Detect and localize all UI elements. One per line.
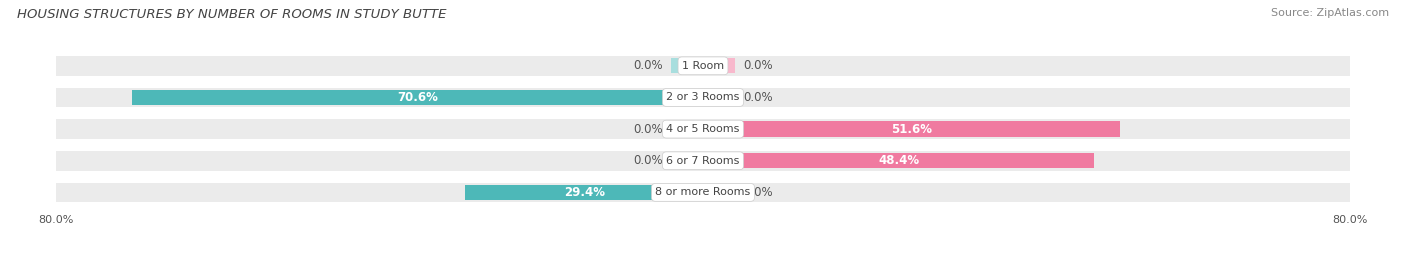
- Text: 0.0%: 0.0%: [633, 59, 662, 72]
- Text: 0.0%: 0.0%: [744, 186, 773, 199]
- Text: 1 Room: 1 Room: [682, 61, 724, 71]
- Bar: [703, 185, 735, 200]
- Text: 0.0%: 0.0%: [633, 123, 662, 136]
- Bar: [671, 58, 703, 73]
- Text: 2 or 3 Rooms: 2 or 3 Rooms: [666, 93, 740, 102]
- Bar: [56, 151, 1350, 171]
- Bar: [703, 153, 1094, 168]
- Bar: [703, 90, 735, 105]
- Bar: [56, 88, 1350, 107]
- Text: 6 or 7 Rooms: 6 or 7 Rooms: [666, 156, 740, 166]
- Bar: [56, 183, 1350, 202]
- Bar: [671, 122, 703, 137]
- Text: 29.4%: 29.4%: [564, 186, 605, 199]
- Bar: [132, 90, 703, 105]
- Text: 0.0%: 0.0%: [633, 154, 662, 167]
- Text: 70.6%: 70.6%: [396, 91, 439, 104]
- Bar: [671, 153, 703, 168]
- Text: 48.4%: 48.4%: [879, 154, 920, 167]
- Text: 0.0%: 0.0%: [744, 91, 773, 104]
- Bar: [56, 119, 1350, 139]
- Bar: [465, 185, 703, 200]
- Bar: [56, 56, 1350, 76]
- Legend: Owner-occupied, Renter-occupied: Owner-occupied, Renter-occupied: [574, 266, 832, 269]
- Text: 8 or more Rooms: 8 or more Rooms: [655, 187, 751, 197]
- Bar: [703, 58, 735, 73]
- Text: Source: ZipAtlas.com: Source: ZipAtlas.com: [1271, 8, 1389, 18]
- Text: HOUSING STRUCTURES BY NUMBER OF ROOMS IN STUDY BUTTE: HOUSING STRUCTURES BY NUMBER OF ROOMS IN…: [17, 8, 446, 21]
- Text: 51.6%: 51.6%: [891, 123, 932, 136]
- Bar: [703, 122, 1121, 137]
- Text: 0.0%: 0.0%: [744, 59, 773, 72]
- Text: 4 or 5 Rooms: 4 or 5 Rooms: [666, 124, 740, 134]
